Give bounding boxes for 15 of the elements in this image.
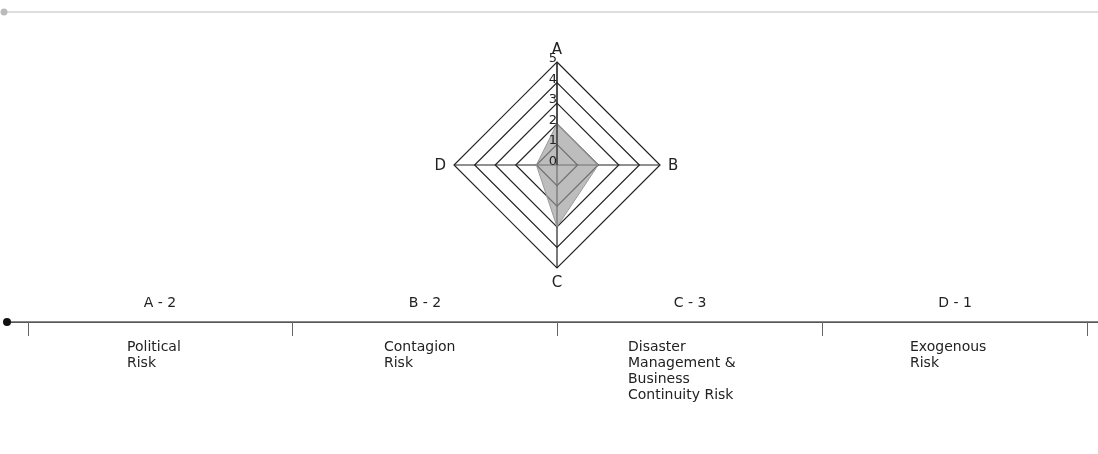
text: Contagion Risk (384, 338, 457, 370)
y-tick-label: 3 (548, 91, 557, 107)
text: C - 3 (672, 294, 708, 310)
spoke-label: C (551, 272, 563, 291)
y-tick-label: 0 (548, 153, 557, 168)
text: D - 1 (937, 294, 973, 310)
text: Political Risk (127, 338, 182, 370)
y-tick-label: 2 (548, 111, 557, 127)
text: A - 2 (142, 294, 178, 310)
y-tick-label: 1 (548, 132, 557, 148)
text: Exogenous Risk (910, 338, 988, 370)
text: B - 2 (407, 294, 443, 310)
text: Disaster Management & Business Continuity Risk (628, 338, 737, 402)
spoke-label: D (434, 156, 446, 175)
spoke-label: B (668, 156, 679, 175)
